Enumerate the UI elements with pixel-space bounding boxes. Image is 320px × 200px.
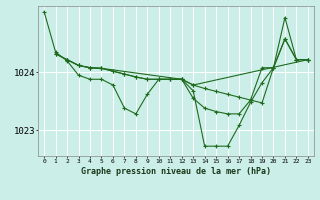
- X-axis label: Graphe pression niveau de la mer (hPa): Graphe pression niveau de la mer (hPa): [81, 167, 271, 176]
